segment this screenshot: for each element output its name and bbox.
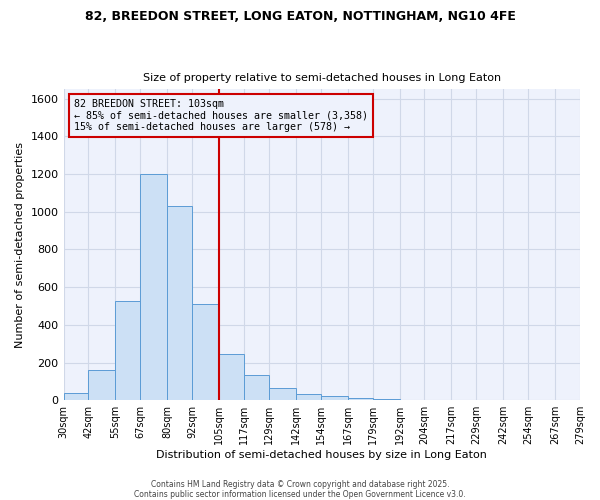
Bar <box>347 398 373 400</box>
Bar <box>321 396 347 400</box>
Bar <box>64 392 88 400</box>
Bar <box>88 370 115 400</box>
Text: Contains HM Land Registry data © Crown copyright and database right 2025.: Contains HM Land Registry data © Crown c… <box>151 480 449 489</box>
Text: 82, BREEDON STREET, LONG EATON, NOTTINGHAM, NG10 4FE: 82, BREEDON STREET, LONG EATON, NOTTINGH… <box>85 10 515 23</box>
X-axis label: Distribution of semi-detached houses by size in Long Eaton: Distribution of semi-detached houses by … <box>157 450 487 460</box>
Bar <box>296 394 321 400</box>
Title: Size of property relative to semi-detached houses in Long Eaton: Size of property relative to semi-detach… <box>143 73 501 83</box>
Y-axis label: Number of semi-detached properties: Number of semi-detached properties <box>15 142 25 348</box>
Bar <box>219 354 244 400</box>
Bar <box>167 206 192 400</box>
Bar <box>140 174 167 400</box>
Text: 82 BREEDON STREET: 103sqm
← 85% of semi-detached houses are smaller (3,358)
15% : 82 BREEDON STREET: 103sqm ← 85% of semi-… <box>74 98 368 132</box>
Bar <box>269 388 296 400</box>
Bar <box>244 375 269 400</box>
Bar <box>115 302 140 400</box>
Text: Contains public sector information licensed under the Open Government Licence v3: Contains public sector information licen… <box>134 490 466 499</box>
Bar <box>192 304 219 400</box>
